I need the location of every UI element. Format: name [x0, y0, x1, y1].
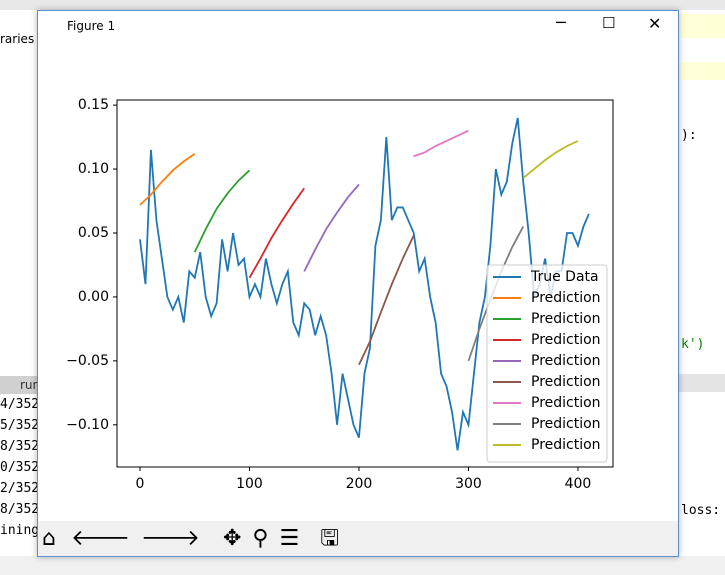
- console-line: 4/352: [0, 397, 40, 412]
- data-line: [413, 129, 469, 158]
- ide-highlight: [678, 62, 725, 80]
- data-line: [139, 152, 196, 206]
- code-text: ):: [681, 128, 697, 143]
- close-button[interactable]: ✕: [648, 14, 662, 33]
- x-tick-label: 300: [455, 476, 482, 492]
- x-tick-label: 400: [565, 476, 592, 492]
- y-tick-label: 0.00: [78, 289, 109, 305]
- window-title: Figure 1: [67, 19, 116, 33]
- data-line: [358, 235, 415, 366]
- console-line: ining: [0, 523, 40, 538]
- y-tick-label: −0.10: [66, 417, 109, 433]
- data-line: [522, 140, 579, 179]
- back-button[interactable]: 🡐: [70, 526, 130, 551]
- run-tab[interactable]: run: [0, 376, 40, 394]
- x-tick-label: 0: [136, 476, 145, 492]
- ide-top-bar: [0, 0, 725, 10]
- sidebar-text: raries: [0, 32, 35, 46]
- ide-bottom-bar: [0, 556, 725, 575]
- right-panel-bar: [678, 374, 725, 392]
- save-button[interactable]: 🖫: [320, 526, 340, 551]
- data-line: [139, 117, 590, 451]
- maximize-button[interactable]: ☐: [602, 14, 616, 32]
- data-line: [248, 187, 305, 279]
- console-line: 2/352: [0, 481, 40, 496]
- code-text: k'): [681, 337, 705, 352]
- y-tick-label: 0.10: [78, 161, 109, 177]
- zoom-button[interactable]: ⚲: [252, 526, 269, 551]
- y-tick-label: 0.05: [78, 225, 109, 241]
- console-line: 8/352: [0, 502, 40, 517]
- console-line: 5/352: [0, 418, 40, 433]
- x-tick-label: 100: [236, 476, 263, 492]
- legend-box: [486, 264, 608, 463]
- data-line: [193, 169, 251, 253]
- legend-label: Prediction: [531, 311, 601, 327]
- legend-label: Prediction: [531, 416, 601, 432]
- y-tick-label: 0.15: [78, 97, 109, 113]
- forward-button[interactable]: 🡒: [140, 526, 200, 551]
- configure-button[interactable]: ☰: [279, 526, 300, 551]
- legend-label: Prediction: [531, 437, 601, 453]
- data-line: [303, 183, 360, 272]
- legend-label: Prediction: [531, 290, 601, 306]
- home-button[interactable]: ⌂: [42, 526, 56, 551]
- x-tick-label: 200: [346, 476, 373, 492]
- legend-label: True Data: [530, 269, 599, 285]
- legend-label: Prediction: [531, 395, 601, 411]
- legend-label: Prediction: [531, 374, 601, 390]
- y-tick-label: −0.05: [66, 353, 109, 369]
- legend-label: Prediction: [531, 332, 601, 348]
- legend-label: Prediction: [531, 353, 601, 369]
- toolbar: ⌂ 🡐 🡒 ✥ ⚲ ☰ 🖫: [38, 521, 678, 556]
- minimize-button[interactable]: ─: [556, 13, 566, 32]
- console-line: 0/352: [0, 460, 40, 475]
- console-text: loss:: [681, 503, 721, 518]
- title-bar: Figure 1 ─ ☐ ✕: [38, 11, 678, 42]
- ide-highlight: [678, 14, 725, 38]
- pan-button[interactable]: ✥: [222, 526, 242, 551]
- console-line: 8/352: [0, 439, 40, 454]
